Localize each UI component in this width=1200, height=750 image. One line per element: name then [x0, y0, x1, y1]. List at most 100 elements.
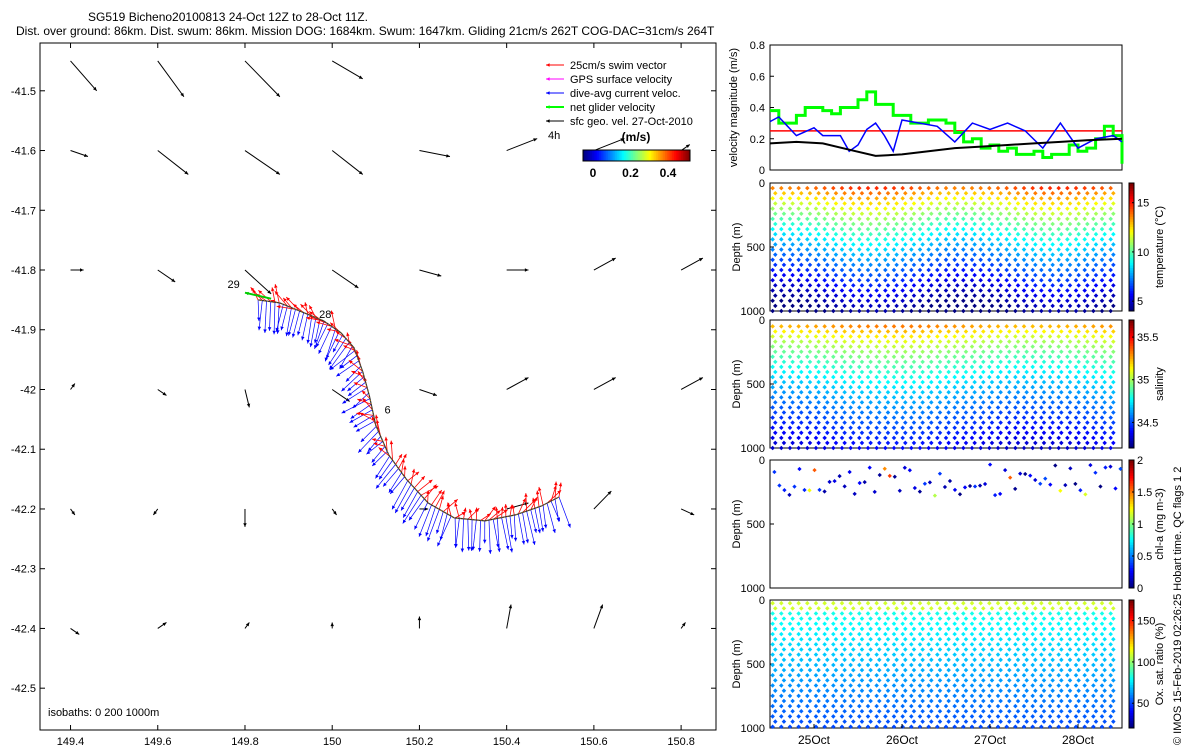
profile-data-point — [790, 420, 795, 425]
profile-data-point — [770, 324, 775, 329]
profile-colorbar-label: temperature (°C) — [1154, 206, 1166, 288]
profile-data-point — [1102, 272, 1107, 278]
profile-data-point — [937, 430, 943, 436]
profile-data-point — [909, 288, 914, 293]
profile-data-point — [946, 369, 951, 375]
profile-data-point — [920, 410, 925, 415]
profile-data-point — [859, 400, 865, 405]
profile-data-point — [1015, 339, 1021, 344]
profile-data-point — [891, 395, 897, 400]
profile-data-point — [877, 272, 882, 278]
profile-data-point — [781, 359, 787, 365]
profile-data-point — [1021, 354, 1027, 360]
profile-data-point — [943, 374, 949, 380]
legend-colorbar-segment — [661, 150, 664, 161]
profile-data-point — [1021, 334, 1027, 339]
profile-ylabel: Depth (m) — [731, 360, 743, 409]
dive-avg-current-vector — [400, 487, 415, 511]
profile-data-point — [1076, 303, 1081, 309]
profile-data-point — [1007, 262, 1012, 268]
profile-data-point — [796, 344, 801, 349]
profile-data-point — [859, 262, 865, 268]
legend-colorbar-segment — [657, 150, 661, 161]
profile-data-point — [943, 364, 949, 370]
profile-data-point — [857, 415, 862, 420]
profile-data-point — [883, 308, 888, 314]
profile-data-point — [891, 374, 897, 380]
profile-data-point — [900, 384, 905, 390]
profile-data-point — [1039, 247, 1044, 252]
profile-data-point — [770, 334, 775, 339]
profile-data-point — [833, 379, 839, 385]
profile-data-point — [969, 257, 975, 263]
profile-data-point — [917, 334, 923, 339]
geo-velocity-vector — [417, 616, 422, 629]
swim-vector — [504, 504, 508, 517]
geo-velocity-vector — [506, 604, 513, 629]
profile-data-point — [911, 440, 917, 446]
profile-data-point — [955, 379, 960, 385]
profile-data-point — [877, 420, 882, 425]
profile-ytick-label: 500 — [747, 242, 765, 254]
profile-data-point — [1039, 206, 1044, 211]
swim-vector — [546, 489, 562, 504]
profile-data-point — [911, 272, 917, 278]
profile-data-point — [831, 445, 836, 451]
profile-data-point — [903, 390, 908, 395]
profile-data-point — [796, 288, 801, 293]
map-xtick-label: 149.4 — [57, 736, 85, 748]
profile-data-point — [825, 272, 830, 278]
dive-avg-current-vector — [394, 484, 412, 514]
legend-colorbar-segment — [606, 150, 609, 161]
profile-data-point — [842, 339, 847, 344]
profile-data-point — [865, 445, 871, 451]
profile-data-point — [851, 329, 856, 334]
legend-colorbar-segment — [615, 150, 618, 161]
map-ytick-label: -41.7 — [11, 205, 36, 217]
profile-data-point — [998, 339, 1003, 344]
profile-data-point — [805, 354, 810, 360]
profile-data-point — [1004, 288, 1009, 293]
profile-data-point — [848, 298, 853, 304]
dive-avg-current-vector — [509, 515, 514, 539]
profile-data-point — [1108, 196, 1113, 201]
profile-data-point — [969, 278, 975, 283]
swim-vector — [271, 287, 276, 303]
profile-data-point — [885, 379, 891, 385]
geo-velocity-vector — [70, 628, 80, 635]
profile-data-point — [1004, 425, 1009, 430]
profile-colorbar-segment — [1129, 211, 1134, 215]
profile-data-point — [952, 384, 957, 390]
profile-data-point — [995, 308, 1001, 314]
profile-data-point — [831, 374, 836, 380]
profile-data-point — [859, 339, 865, 344]
profile-data-point — [955, 293, 960, 298]
profile-data-point — [796, 395, 801, 400]
profile-data-point — [857, 257, 862, 263]
dive-avg-current-vector — [285, 307, 292, 337]
profile-data-point — [961, 405, 966, 410]
profile-data-point — [851, 400, 856, 405]
profile-data-point — [773, 379, 778, 385]
profile-data-point — [952, 405, 957, 410]
profile-data-point — [1015, 390, 1021, 395]
geo-velocity-vector — [593, 138, 625, 151]
profile-ytick-label: 500 — [747, 659, 765, 671]
swim-vector — [334, 339, 353, 347]
profile-data-point — [952, 288, 957, 293]
profile-data-point — [874, 354, 879, 360]
profile-data-point — [1047, 308, 1053, 314]
profile-data-point — [796, 267, 801, 273]
profile-ytick-label: 500 — [747, 379, 765, 391]
profile-data-point — [790, 359, 795, 365]
legend-colorbar-segment — [591, 150, 595, 161]
profile-data-point — [1004, 435, 1009, 441]
profile-data-point — [911, 430, 917, 436]
profile-data-point — [981, 400, 986, 405]
profile-data-point — [781, 420, 787, 425]
dive-avg-current-vector — [427, 509, 440, 542]
profile-data-point — [1050, 293, 1055, 298]
profile-colorbar-tick-label: 150 — [1137, 616, 1155, 628]
profile-data-point — [955, 349, 960, 354]
